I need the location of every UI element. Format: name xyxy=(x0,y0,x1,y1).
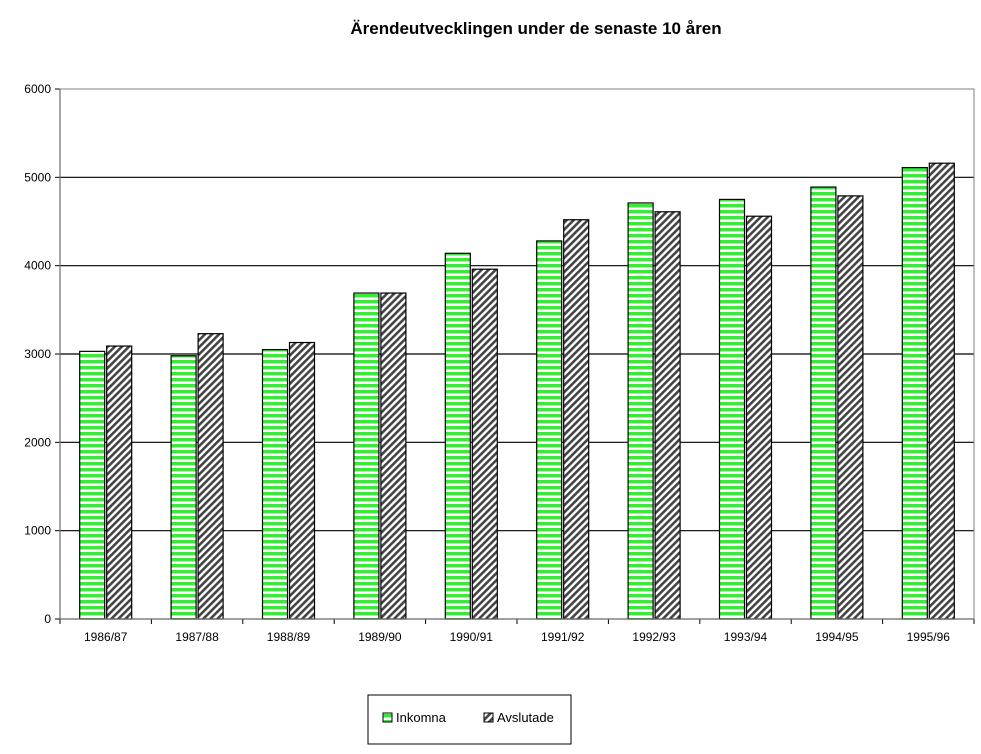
x-tick-label: 1993/94 xyxy=(724,630,768,644)
y-tick-label: 4000 xyxy=(24,259,51,273)
plot-area-frame xyxy=(59,88,975,620)
bar-inkomna xyxy=(170,355,197,620)
bar-inkomna xyxy=(627,202,654,620)
x-tick-label: 1986/87 xyxy=(84,630,128,644)
y-axis-ticks: 0 1000 2000 3000 4000 5000 6000 xyxy=(24,82,60,626)
bar-inkomna xyxy=(353,292,380,620)
bars xyxy=(79,162,955,620)
bar-inkomna xyxy=(810,186,837,620)
bar-avslutade xyxy=(380,292,407,620)
x-tick-label: 1994/95 xyxy=(815,630,859,644)
legend-box xyxy=(367,694,572,745)
bar-avslutade xyxy=(563,219,590,620)
legend-label-inkomna: Inkomna xyxy=(396,710,447,725)
y-tick-label: 3000 xyxy=(24,347,51,361)
x-tick-label: 1990/91 xyxy=(450,630,494,644)
legend-swatch-inkomna xyxy=(382,712,393,723)
bar-avslutade xyxy=(745,215,773,620)
legend-label-avslutade: Avslutade xyxy=(497,710,554,725)
bar-inkomna xyxy=(901,167,928,620)
bar-inkomna xyxy=(261,348,289,620)
chart-title: Ärendeutvecklingen under de senaste 10 å… xyxy=(350,19,721,38)
bar-avslutade xyxy=(197,333,224,620)
x-tick-label: 1987/88 xyxy=(175,630,219,644)
y-tick-label: 2000 xyxy=(24,435,51,449)
gridlines xyxy=(60,176,974,532)
bar-avslutade xyxy=(654,211,681,620)
bar-avslutade xyxy=(471,268,498,620)
y-tick-label: 5000 xyxy=(24,170,51,184)
x-tick-label: 1988/89 xyxy=(267,630,311,644)
bar-inkomna xyxy=(718,198,746,620)
x-tick-label: 1992/93 xyxy=(632,630,676,644)
y-tick-label: 6000 xyxy=(24,82,51,96)
bar-inkomna xyxy=(444,252,471,620)
bar-inkomna xyxy=(536,240,563,620)
bar-avslutade xyxy=(106,345,133,620)
x-axis-ticks: 1986/87 1987/88 1988/89 1989/90 1990/91 1991/… xyxy=(59,89,975,644)
y-tick-label: 0 xyxy=(44,612,51,626)
x-tick-label: 1991/92 xyxy=(541,630,585,644)
bar-avslutade xyxy=(288,341,316,620)
legend-swatch-avslutade xyxy=(483,712,494,723)
bar-avslutade xyxy=(928,162,955,620)
y-tick-label: 1000 xyxy=(24,524,51,538)
x-tick-label: 1995/96 xyxy=(907,630,951,644)
bar-inkomna xyxy=(79,350,106,620)
x-tick-label: 1989/90 xyxy=(358,630,402,644)
bar-avslutade xyxy=(837,195,864,620)
legend: Inkomna Avslutade xyxy=(367,694,572,745)
